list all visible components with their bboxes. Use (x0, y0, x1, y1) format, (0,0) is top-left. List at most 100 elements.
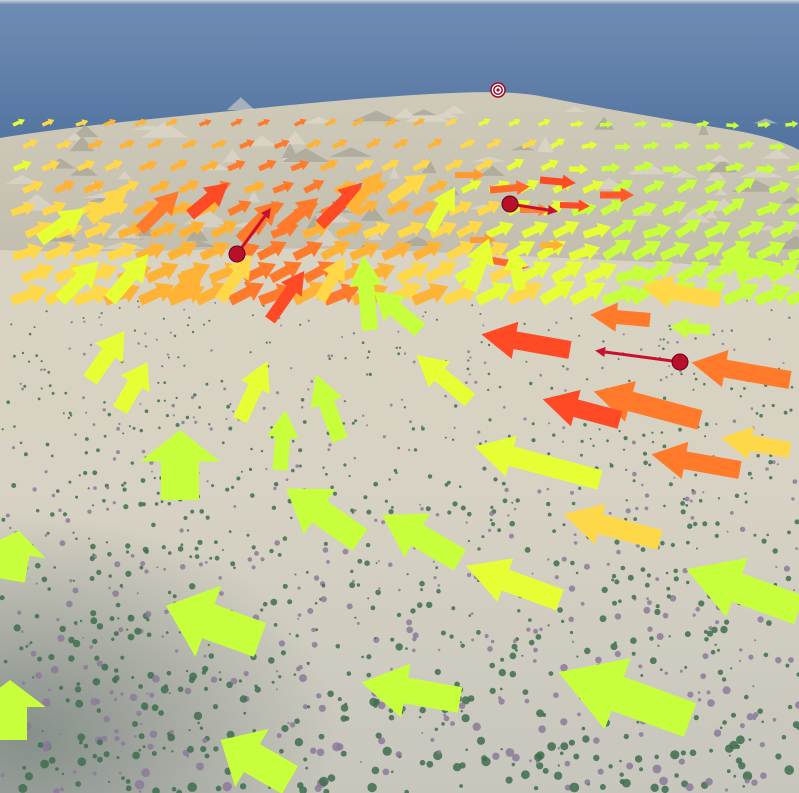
foliage-clump (10, 323, 13, 326)
vector-field-arrow-icon (272, 180, 295, 194)
foliage-clump (307, 388, 310, 391)
foliage-clump (35, 582, 38, 585)
foliage-clump (291, 468, 295, 473)
foliage-clump (92, 553, 95, 556)
foliage-clump (136, 592, 139, 595)
vector-field-arrow-icon (104, 254, 149, 305)
foliage-clump (354, 419, 358, 423)
foliage-clump (571, 640, 575, 643)
foliage-clump (325, 472, 328, 476)
foliage-clump (53, 788, 60, 793)
foliage-clump (761, 433, 764, 436)
vector-field-arrow-icon (642, 222, 672, 239)
foliage-clump (274, 540, 281, 546)
vector-field-arrow-icon (559, 199, 590, 212)
foliage-clump (189, 672, 198, 681)
foliage-clump (521, 654, 524, 657)
foliage-clump (327, 774, 336, 782)
foliage-clump (395, 751, 402, 758)
foliage-clump (144, 549, 149, 554)
rock (247, 190, 261, 203)
foliage-clump (644, 493, 650, 498)
rock (404, 110, 450, 122)
vector-field-arrow-icon (293, 118, 307, 127)
foliage-clump (788, 316, 791, 319)
foliage-clump (489, 662, 496, 669)
foliage-clump (342, 422, 346, 425)
foliage-clump (353, 508, 357, 512)
foliage-clump (88, 537, 91, 540)
foliage-clump (715, 620, 720, 625)
foliage-clump (3, 659, 8, 664)
foliage-clump (172, 594, 177, 599)
vector-field-arrow-icon (478, 118, 491, 127)
vector-field-arrow-icon (354, 200, 379, 217)
foliage-clump (218, 671, 221, 674)
foliage-clump (46, 531, 50, 535)
foliage-clump (742, 785, 745, 788)
vector-field-arrow-icon (292, 241, 323, 261)
foliage-clump (156, 491, 160, 495)
foliage-clump (297, 782, 304, 789)
foliage-clump (533, 628, 539, 634)
foliage-clump (113, 697, 117, 702)
foliage-clump (398, 588, 401, 592)
foliage-clump (465, 521, 468, 524)
vector-field-arrow-icon (550, 138, 566, 149)
foliage-clump (35, 562, 41, 569)
foliage-clump (344, 702, 348, 706)
vector-field-arrow-icon (106, 242, 138, 261)
foliage-clump (61, 772, 65, 776)
foliage-clump (173, 334, 177, 338)
foliage-clump (573, 753, 580, 760)
foliage-clump (45, 310, 48, 313)
foliage-clump (472, 722, 481, 731)
foliage-clump (327, 448, 331, 451)
foliage-clump (659, 378, 663, 382)
foliage-clump (791, 497, 795, 501)
foliage-clump (673, 576, 679, 582)
foliage-clump (752, 685, 755, 688)
foliage-clump (461, 714, 470, 723)
foliage-clump (353, 456, 357, 460)
foliage-clump (627, 574, 634, 581)
foliage-clump (116, 756, 120, 760)
foliage-clump (680, 750, 687, 756)
foliage-clump (132, 721, 138, 727)
foliage-clump (759, 413, 763, 418)
foliage-clump (785, 575, 792, 582)
foliage-clump (362, 414, 365, 417)
foliage-clump (731, 712, 736, 718)
foliage-clump (569, 630, 574, 635)
foliage-clump (246, 533, 250, 537)
vector-field-arrow-icon (393, 138, 409, 149)
foliage-clump (123, 504, 129, 510)
foliage-clump (547, 624, 550, 627)
vector-field-arrow-icon (521, 221, 549, 239)
vector-field-arrow-icon (631, 240, 662, 261)
vector-field-arrow-icon (696, 120, 710, 128)
vector-field-arrow-icon (276, 197, 319, 235)
rock (226, 97, 255, 111)
vector-field-arrow-icon (558, 658, 697, 737)
foliage-clump (72, 531, 75, 534)
foliage-clump (526, 627, 531, 632)
foliage-clump (168, 551, 172, 555)
foliage-clump (361, 655, 364, 659)
foliage-clump (422, 315, 425, 318)
foliage-clump (451, 606, 456, 611)
foliage-clump (726, 769, 731, 774)
foliage-clump (706, 690, 711, 695)
foliage-clump (440, 630, 446, 636)
vector-field-arrow-icon (686, 557, 799, 625)
foliage-clump (214, 555, 220, 561)
vector-field-arrow-icon (520, 203, 550, 217)
foliage-clump (656, 633, 664, 640)
foliage-clump (397, 446, 401, 450)
foliage-clump (666, 586, 671, 591)
foliage-clump (96, 448, 100, 453)
foliage-clump (299, 674, 307, 683)
vector-field-arrow-icon (426, 180, 449, 194)
foliage-clump (378, 737, 386, 745)
